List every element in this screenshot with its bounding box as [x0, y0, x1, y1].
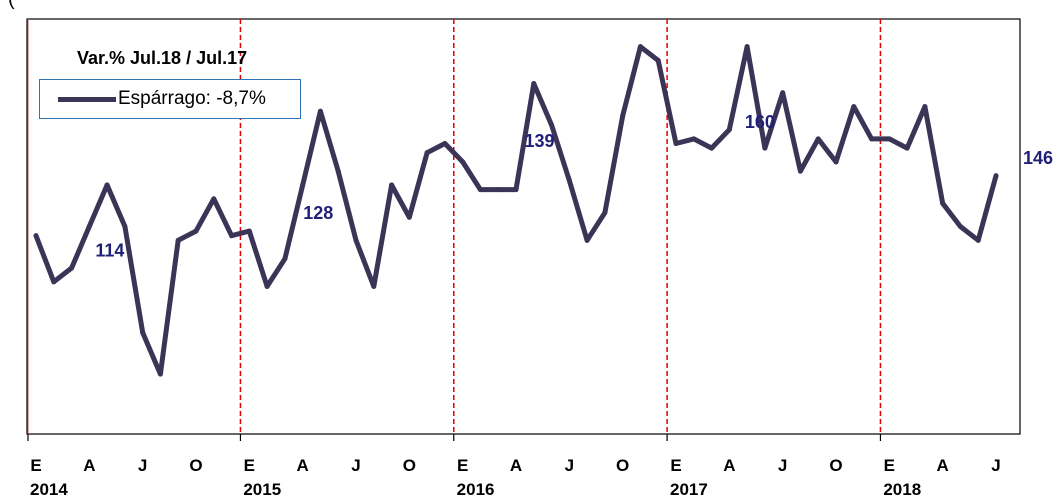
x-tick-label: J [778, 456, 787, 475]
data-point [211, 196, 217, 202]
data-point [389, 182, 395, 188]
data-point [726, 127, 732, 133]
x-tick-label: A [937, 456, 949, 475]
year-label: 2015 [243, 480, 281, 499]
data-point [620, 113, 626, 119]
x-tick-label: E [884, 456, 895, 475]
data-point [406, 214, 412, 220]
data-point [744, 44, 750, 50]
data-point [762, 145, 768, 151]
x-tick-label: J [351, 456, 360, 475]
x-tick-label: O [189, 456, 202, 475]
data-point [175, 237, 181, 243]
data-point [282, 256, 288, 262]
data-point [780, 90, 786, 96]
x-tick-label: O [829, 456, 842, 475]
data-point [442, 141, 448, 146]
x-tick-label: E [30, 456, 41, 475]
data-label: 114 [95, 241, 124, 261]
data-point [709, 145, 715, 151]
data-point [922, 104, 928, 110]
x-tick-label: O [403, 456, 416, 475]
year-label: 2016 [457, 480, 495, 499]
data-point [655, 58, 661, 63]
data-point [566, 177, 572, 183]
data-point [602, 210, 608, 216]
data-point [904, 145, 910, 151]
x-tick-label: A [723, 456, 735, 475]
x-tick-label: O [616, 456, 629, 475]
title-fragment: ( [8, 0, 15, 11]
data-point [993, 173, 999, 179]
data-label: 146 [1023, 148, 1053, 168]
data-point [495, 187, 501, 193]
data-point [584, 237, 590, 243]
year-label: 2014 [30, 480, 68, 499]
legend-swatch [58, 97, 116, 102]
data-point [477, 187, 483, 193]
x-tick-label: J [565, 456, 574, 475]
data-point [229, 233, 235, 239]
data-point [815, 136, 821, 142]
data-point [673, 141, 679, 146]
data-point [869, 136, 875, 142]
data-point [104, 182, 110, 188]
x-tick-label: A [297, 456, 309, 475]
x-tick-label: E [670, 456, 681, 475]
x-tick-label: E [457, 456, 468, 475]
data-point [264, 283, 270, 289]
data-point [886, 136, 892, 142]
data-point [637, 44, 643, 50]
x-tick-label: A [83, 456, 95, 475]
year-label: 2017 [670, 480, 708, 499]
data-point [851, 104, 857, 110]
legend: Espárrago: -8,7% [39, 79, 301, 119]
data-label: 160 [745, 112, 775, 132]
data-point [335, 168, 341, 174]
data-point [975, 237, 981, 243]
data-point [371, 283, 377, 289]
data-point [193, 228, 199, 234]
data-point [246, 228, 252, 234]
chart-title: Var.% Jul.18 / Jul.17 [77, 48, 248, 68]
data-label: 128 [303, 203, 333, 223]
data-point [122, 224, 128, 229]
year-label: 2018 [883, 480, 921, 499]
data-point [51, 279, 57, 285]
data-point [317, 108, 323, 114]
data-point [531, 81, 537, 87]
data-point [549, 122, 555, 128]
data-point [69, 265, 75, 271]
x-tick-label: E [244, 456, 255, 475]
data-label: 139 [525, 131, 555, 151]
x-tick-label: J [138, 456, 147, 475]
legend-label: Espárrago: -8,7% [118, 88, 266, 109]
data-point [940, 200, 946, 206]
data-point [86, 224, 92, 229]
data-point [140, 330, 146, 336]
data-point [300, 182, 306, 188]
data-point [513, 187, 519, 193]
data-point [353, 237, 359, 243]
data-point [460, 159, 466, 165]
x-tick-label: A [510, 456, 522, 475]
data-point [424, 150, 430, 156]
data-point [691, 136, 697, 142]
data-point [957, 224, 963, 229]
x-tick-label: J [991, 456, 1000, 475]
data-point [797, 168, 803, 174]
data-point [33, 233, 39, 239]
data-point [157, 371, 163, 377]
data-point [833, 159, 839, 165]
